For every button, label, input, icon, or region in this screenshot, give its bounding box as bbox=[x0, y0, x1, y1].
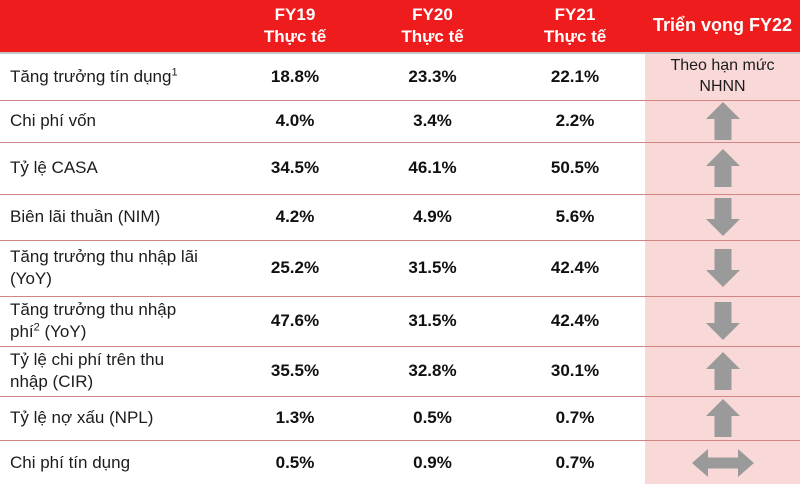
value-fy21: 42.4% bbox=[505, 239, 645, 297]
value-fy21: 0.7% bbox=[505, 395, 645, 441]
table-row: Tỷ lệ CASA 34.5% 46.1% 50.5% bbox=[0, 141, 800, 195]
row-label: Tỷ lệ nợ xấu (NPL) bbox=[0, 395, 230, 441]
outlook-cell bbox=[645, 99, 800, 143]
header-fy19-year: FY19 bbox=[274, 4, 316, 24]
value-fy19: 34.5% bbox=[230, 141, 360, 195]
outlook-cell bbox=[645, 141, 800, 195]
row-label: Tỷ lệ chi phí trên thu nhập (CIR) bbox=[0, 345, 230, 397]
header-fy20-year: FY20 bbox=[412, 4, 453, 24]
arrow-down-icon bbox=[705, 302, 740, 341]
table-row: Tăng trưởng thu nhập lãi (YoY) 25.2% 31.5%… bbox=[0, 239, 800, 297]
header-empty-cell bbox=[0, 0, 230, 54]
outlook-cell bbox=[645, 395, 800, 441]
value-fy19: 47.6% bbox=[230, 295, 360, 347]
value-fy19: 4.0% bbox=[230, 99, 360, 143]
outlook-cell bbox=[645, 439, 800, 484]
row-label: Tỷ lệ CASA bbox=[0, 141, 230, 195]
value-fy21: 42.4% bbox=[505, 295, 645, 347]
outlook-cell bbox=[645, 193, 800, 241]
table-row: Chi phí vốn 4.0% 3.4% 2.2% bbox=[0, 99, 800, 143]
value-fy19: 4.2% bbox=[230, 193, 360, 241]
header-fy21-year: FY21 bbox=[554, 4, 596, 24]
outlook-cell bbox=[645, 295, 800, 347]
value-fy19: 1.3% bbox=[230, 395, 360, 441]
row-label: Chi phí vốn bbox=[0, 99, 230, 143]
value-fy20: 31.5% bbox=[360, 239, 505, 297]
value-fy20: 3.4% bbox=[360, 99, 505, 143]
value-fy19: 25.2% bbox=[230, 239, 360, 297]
outlook-text: Theo hạn mức NHNN bbox=[670, 57, 775, 95]
value-fy20: 46.1% bbox=[360, 141, 505, 195]
header-fy20: FY20 Thực tế bbox=[360, 0, 505, 54]
header-fy21: FY21 Thực tế bbox=[505, 0, 645, 54]
value-fy20: 0.9% bbox=[360, 439, 505, 484]
outlook-cell bbox=[645, 239, 800, 297]
row-label: Tăng trưởng tín dụng1 bbox=[10, 66, 178, 86]
value-fy20: 0.5% bbox=[360, 395, 505, 441]
header-fy19: FY19 Thực tế bbox=[230, 0, 360, 54]
value-fy20: 32.8% bbox=[360, 345, 505, 397]
value-fy21: 0.7% bbox=[505, 439, 645, 484]
arrow-up-icon bbox=[705, 399, 740, 438]
header-fy21-subtitle: Thực tế bbox=[543, 27, 607, 46]
table-row: Tăng trưởng thu nhập phí2 (YoY) 47.6% 31.5… bbox=[0, 295, 800, 347]
value-fy21: 5.6% bbox=[505, 193, 645, 241]
header-outlook-fy22: Triển vọng FY22 bbox=[645, 0, 800, 54]
header-fy19-subtitle: Thực tế bbox=[263, 27, 327, 46]
footnote-marker: 2 bbox=[33, 321, 40, 334]
value-fy21: 2.2% bbox=[505, 99, 645, 143]
row-label: Tăng trưởng thu nhập lãi (YoY) bbox=[0, 239, 230, 297]
header-fy20-subtitle: Thực tế bbox=[401, 27, 464, 46]
table-row: Biên lãi thuần (NIM) 4.2% 4.9% 5.6% bbox=[0, 193, 800, 241]
arrow-up-icon bbox=[705, 149, 740, 188]
footnote-marker: 1 bbox=[171, 66, 178, 79]
value-fy20: 4.9% bbox=[360, 193, 505, 241]
table-row: Tăng trưởng tín dụng1 18.8% 23.3% 22.1% Theo… bbox=[0, 53, 800, 101]
table-row: Tỷ lệ chi phí trên thu nhập (CIR) 35.5% 32… bbox=[0, 345, 800, 397]
arrow-up-icon bbox=[705, 352, 740, 391]
arrow-down-icon bbox=[705, 198, 740, 237]
outlook-cell bbox=[645, 345, 800, 397]
table-row: Chi phí tín dụng 0.5% 0.9% 0.7% bbox=[0, 439, 800, 484]
arrow-left-right-icon bbox=[691, 449, 754, 478]
value-fy20: 23.3% bbox=[408, 66, 457, 86]
row-label: Chi phí tín dụng bbox=[0, 439, 230, 484]
value-fy19: 35.5% bbox=[230, 345, 360, 397]
value-fy21: 30.1% bbox=[505, 345, 645, 397]
value-fy21: 22.1% bbox=[550, 66, 600, 86]
outlook-cell: Theo hạn mức NHNN bbox=[645, 53, 800, 101]
table-row: Tỷ lệ nợ xấu (NPL) 1.3% 0.5% 0.7% bbox=[0, 395, 800, 441]
value-fy19: 0.5% bbox=[230, 439, 360, 484]
value-fy20: 31.5% bbox=[360, 295, 505, 347]
table-header-row: FY19 Thực tế FY20 Thực tế FY21 Thực tế T… bbox=[0, 0, 800, 54]
arrow-down-icon bbox=[705, 249, 740, 288]
table-body: Tăng trưởng tín dụng1 18.8% 23.3% 22.1% Theo… bbox=[0, 53, 800, 484]
value-fy19: 18.8% bbox=[270, 66, 320, 86]
arrow-up-icon bbox=[705, 102, 740, 141]
row-label: Tăng trưởng thu nhập phí2 (YoY) bbox=[0, 295, 230, 347]
row-label: Biên lãi thuần (NIM) bbox=[0, 193, 230, 241]
value-fy21: 50.5% bbox=[505, 141, 645, 195]
